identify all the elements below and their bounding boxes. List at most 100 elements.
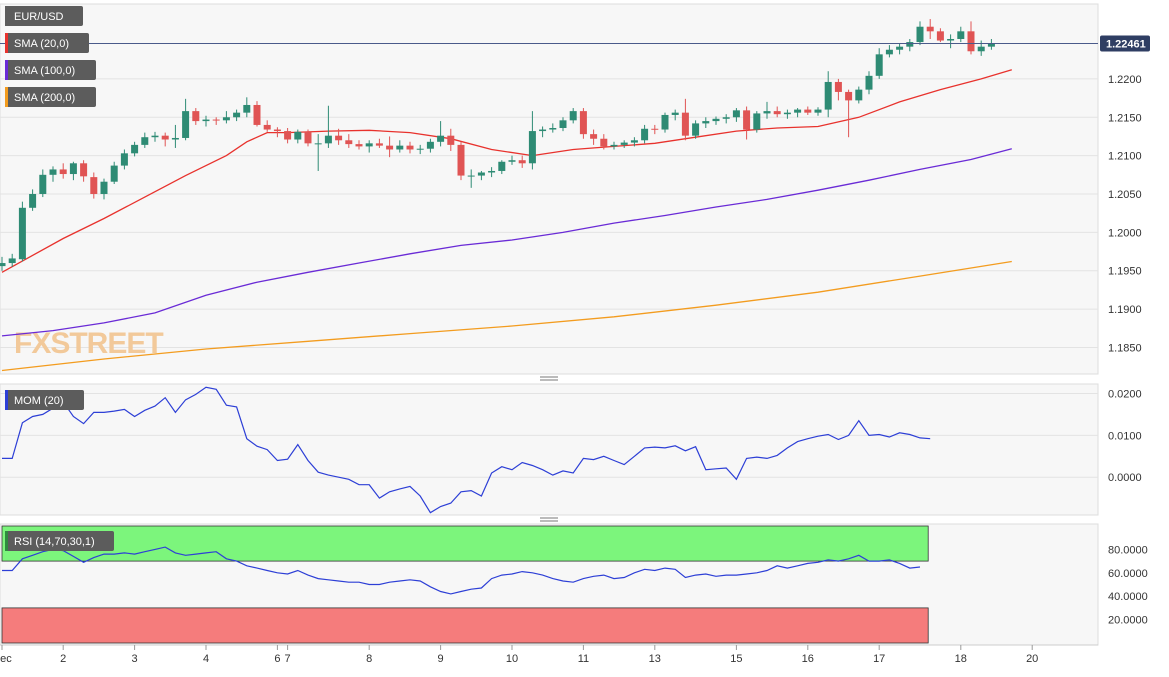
rsi-tick-label: 20.0000 — [1108, 615, 1148, 627]
mom-tick-label: 0.0000 — [1108, 472, 1142, 484]
candle-body — [39, 174, 47, 194]
bull-candle — [49, 166, 57, 182]
bull-candle — [569, 108, 577, 124]
bear-candle — [457, 141, 465, 181]
bull-candle — [875, 48, 883, 79]
bull-candle — [885, 45, 893, 58]
bear-candle — [212, 117, 220, 125]
candle-body — [192, 111, 200, 122]
panel-divider-handle[interactable] — [540, 376, 558, 381]
candle-body — [182, 111, 190, 138]
bear-candle — [80, 160, 88, 182]
bull-candle — [477, 170, 485, 181]
bull-candle — [783, 109, 791, 119]
bull-candle — [702, 117, 710, 128]
bull-candle — [39, 169, 47, 198]
candle-body — [324, 135, 332, 144]
candle-body — [396, 145, 404, 150]
indicator-tag-bg — [5, 390, 84, 410]
bear-candle — [834, 78, 842, 101]
price-panel-bg — [0, 3, 1099, 375]
indicator-tag-color — [5, 60, 8, 80]
indicator-tag-color — [5, 87, 8, 107]
bull-candle — [498, 160, 506, 175]
bear-candle — [804, 106, 812, 115]
candle-body — [253, 104, 261, 125]
rsi-oversold-zone — [1, 607, 929, 644]
bull-candle — [722, 114, 730, 124]
candle-body — [141, 137, 149, 145]
candle-body — [222, 117, 230, 121]
bull-candle — [222, 111, 230, 124]
candle-body — [651, 128, 659, 130]
candle-body — [8, 258, 16, 264]
candle-body — [865, 75, 873, 90]
candle-body — [284, 131, 292, 140]
bull-candle — [539, 126, 547, 138]
date-tick-label: 13 — [649, 653, 661, 665]
bear-candle — [681, 98, 689, 141]
bear-candle — [600, 134, 608, 150]
bull-candle — [8, 253, 16, 267]
price-tick-label: 1.2200 — [1108, 74, 1142, 86]
candle-body — [641, 128, 649, 141]
candle-body — [233, 112, 241, 118]
candle-body — [620, 142, 628, 145]
price-tick-label: 1.2000 — [1108, 227, 1142, 239]
date-tick-label: 6 — [274, 653, 280, 665]
bear-candle — [773, 106, 781, 118]
bull-candle — [294, 129, 302, 144]
candle-body — [90, 177, 98, 194]
sma-line-100 — [1, 148, 1012, 337]
candle-body — [855, 89, 863, 101]
candle-body — [294, 131, 302, 140]
indicator-tag-label: EUR/USD — [14, 11, 64, 23]
candle-body — [773, 111, 781, 115]
candle-body — [151, 135, 159, 138]
candle-body — [243, 104, 251, 113]
rsi-layer: 80.0000 60.0000 40.0000 20.0000 — [1, 525, 1148, 644]
indicator-tag-bg — [5, 60, 96, 80]
mom-panel-bg — [0, 383, 1099, 516]
candle-body — [375, 143, 383, 146]
panel-divider-handle[interactable] — [540, 517, 558, 522]
candle-body — [314, 143, 322, 145]
bear-candle — [375, 138, 383, 148]
candle-body — [896, 46, 904, 50]
candle-body — [549, 128, 557, 130]
bear-candle — [926, 19, 934, 39]
bull-candle — [896, 43, 904, 55]
bull-candle — [171, 124, 179, 148]
bull-candle — [692, 120, 700, 139]
bull-candle — [314, 134, 322, 171]
bull-candle — [957, 26, 965, 43]
candle-body — [824, 81, 832, 110]
candle-body — [212, 119, 220, 121]
price-axis: 1.2200 1.2150 1.2100 1.2050 1.2000 1.1950 1.19… — [0, 35, 1150, 354]
bear-candle — [59, 163, 67, 179]
indicator-tag-label: RSI (14,70,30,1) — [14, 536, 95, 548]
candle-body — [702, 121, 710, 124]
bull-candle — [824, 71, 832, 118]
candle-body — [579, 111, 587, 135]
symbol-tag: EUR/USD — [5, 6, 83, 26]
rsi-tick-label: 80.0000 — [1108, 544, 1148, 556]
bull-candle — [365, 140, 373, 153]
candle-body — [681, 112, 689, 136]
bear-candle — [345, 134, 353, 148]
bear-candle — [355, 140, 363, 150]
bull-candle — [120, 149, 128, 170]
tag-layer: EUR/USD SMA (20,0) SMA (100,0) SMA (200,0) M… — [5, 6, 114, 551]
candle-body — [100, 181, 108, 194]
price-tick-label: 1.1950 — [1108, 266, 1142, 278]
bull-candle — [620, 140, 628, 148]
candle-body — [161, 135, 169, 140]
indicator-tag-color — [5, 6, 8, 26]
bull-candle — [110, 161, 118, 185]
candle-body — [467, 175, 475, 177]
bull-candle — [29, 189, 37, 211]
candle-body — [732, 110, 740, 118]
candle-body — [783, 112, 791, 115]
candle-body — [345, 140, 353, 145]
candle-body — [110, 165, 118, 182]
